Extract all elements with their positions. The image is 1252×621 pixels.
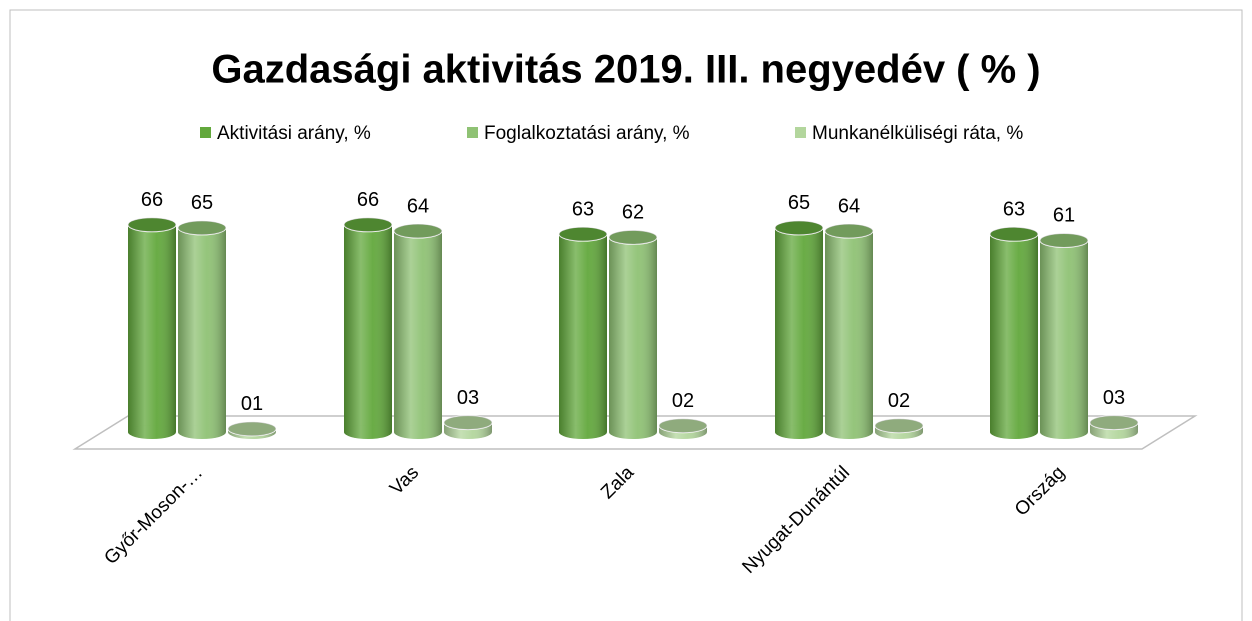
legend-swatch bbox=[795, 127, 806, 138]
bar-top bbox=[824, 223, 874, 239]
bar-top bbox=[874, 418, 924, 434]
bar-top-shade bbox=[609, 230, 657, 245]
bar-shade bbox=[559, 234, 607, 432]
bar-top bbox=[227, 421, 277, 437]
bar bbox=[874, 418, 924, 439]
bar-top bbox=[658, 418, 708, 434]
bar bbox=[989, 226, 1039, 439]
bar bbox=[443, 415, 493, 439]
bar-top bbox=[989, 226, 1039, 242]
data-label: 65 bbox=[788, 192, 810, 214]
bar-top bbox=[608, 229, 658, 245]
bar-top-shade bbox=[1040, 233, 1088, 248]
x-tick-label: Győr-Moson-… bbox=[100, 462, 207, 569]
chart-frame bbox=[9, 9, 1243, 621]
bar-top bbox=[774, 220, 824, 236]
bar bbox=[1089, 415, 1139, 439]
bar-top-shade bbox=[775, 220, 823, 235]
data-label: 64 bbox=[838, 195, 860, 217]
bar-bottom-shade bbox=[990, 425, 1038, 439]
data-label: 65 bbox=[191, 192, 213, 214]
bar-top bbox=[393, 223, 443, 239]
legend-label: Aktivitási arány, % bbox=[217, 123, 371, 144]
bar-top-shade bbox=[659, 418, 707, 433]
bar-top bbox=[343, 217, 393, 233]
bar bbox=[177, 220, 227, 439]
bar-top-shade bbox=[1090, 415, 1138, 430]
legend-swatch bbox=[200, 127, 211, 138]
legend-label: Foglalkoztatási arány, % bbox=[484, 123, 690, 144]
bar-bottom-shade bbox=[344, 425, 392, 439]
bar-top-shade bbox=[825, 224, 873, 239]
bar-shade bbox=[128, 224, 176, 432]
data-label: 66 bbox=[141, 189, 163, 211]
data-label: 63 bbox=[1003, 198, 1025, 220]
bar-shade bbox=[825, 231, 873, 432]
bar bbox=[127, 217, 177, 439]
data-label: 02 bbox=[888, 390, 910, 412]
bar-bottom-shade bbox=[178, 425, 226, 439]
bar bbox=[343, 217, 393, 439]
bar-shade bbox=[1040, 240, 1088, 432]
data-label: 61 bbox=[1053, 205, 1075, 227]
bar-top-shade bbox=[344, 217, 392, 232]
data-label: 62 bbox=[622, 202, 644, 224]
bar-top bbox=[1039, 232, 1089, 248]
x-tick-label: Nyugat-Dunántúl bbox=[738, 462, 854, 578]
bar-shade bbox=[990, 234, 1038, 432]
data-label: 66 bbox=[357, 189, 379, 211]
bar bbox=[774, 220, 824, 439]
bar-top-shade bbox=[178, 220, 226, 235]
bar bbox=[227, 421, 277, 439]
bar-shade bbox=[178, 227, 226, 432]
bar-top-shade bbox=[990, 227, 1038, 242]
bar-bottom-shade bbox=[609, 425, 657, 439]
bar-bottom-shade bbox=[1040, 425, 1088, 439]
floor bbox=[72, 415, 1198, 450]
bar-bottom-shade bbox=[394, 425, 442, 439]
bar-top bbox=[443, 415, 493, 431]
bar-top-shade bbox=[444, 415, 492, 430]
bar-shade bbox=[775, 227, 823, 432]
bar bbox=[824, 223, 874, 439]
bar-shade bbox=[394, 231, 442, 432]
bar-top-shade bbox=[228, 421, 276, 436]
x-tick-label: Vas bbox=[386, 462, 423, 499]
bar-top-shade bbox=[559, 227, 607, 242]
data-label: 01 bbox=[241, 393, 263, 415]
bar-top bbox=[127, 217, 177, 233]
bar bbox=[558, 226, 608, 439]
data-label: 63 bbox=[572, 198, 594, 220]
bar-top-shade bbox=[128, 217, 176, 232]
bar-bottom-shade bbox=[128, 425, 176, 439]
bar-top-shade bbox=[875, 418, 923, 433]
bar bbox=[658, 418, 708, 439]
bar bbox=[1039, 232, 1089, 439]
bar-top bbox=[177, 220, 227, 236]
data-label: 03 bbox=[1103, 387, 1125, 409]
legend-label: Munkanélküliségi ráta, % bbox=[812, 123, 1023, 144]
bar-bottom-shade bbox=[825, 425, 873, 439]
x-tick-label: Ország bbox=[1011, 462, 1069, 520]
bar-top bbox=[558, 226, 608, 242]
chart-title: Gazdasági aktivitás 2019. III. negyedév … bbox=[211, 48, 1040, 92]
bar-bottom-shade bbox=[775, 425, 823, 439]
bar-shade bbox=[609, 237, 657, 432]
data-label: 03 bbox=[457, 387, 479, 409]
bar-shade bbox=[344, 224, 392, 432]
bar bbox=[608, 229, 658, 439]
data-label: 02 bbox=[672, 390, 694, 412]
legend-swatch bbox=[467, 127, 478, 138]
bar-bottom-shade bbox=[559, 425, 607, 439]
data-label: 64 bbox=[407, 195, 429, 217]
bar bbox=[393, 223, 443, 439]
bar-top bbox=[1089, 415, 1139, 431]
x-tick-label: Zala bbox=[597, 462, 638, 503]
bar-top-shade bbox=[394, 224, 442, 239]
